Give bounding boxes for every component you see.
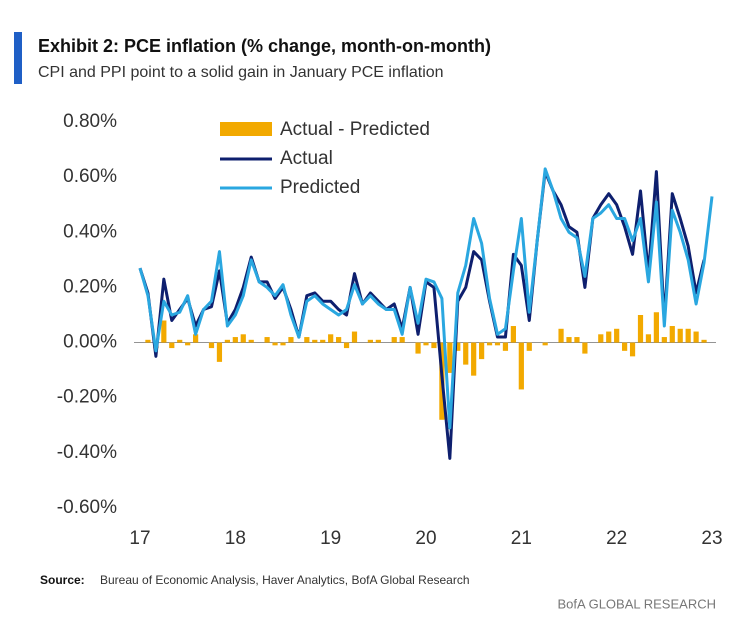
bar bbox=[232, 337, 238, 343]
y-tick-label: 0.00% bbox=[63, 332, 117, 353]
bar bbox=[169, 342, 175, 349]
bar bbox=[606, 331, 612, 343]
bar bbox=[216, 342, 223, 362]
x-tick-label: 17 bbox=[129, 528, 150, 549]
bar bbox=[463, 342, 469, 365]
bar bbox=[264, 337, 270, 343]
bar bbox=[510, 326, 516, 343]
bar bbox=[280, 342, 286, 346]
bar bbox=[391, 337, 397, 343]
bar bbox=[447, 342, 453, 373]
source-label: Source: bbox=[40, 573, 85, 587]
bar bbox=[375, 339, 381, 343]
bar bbox=[224, 339, 230, 343]
bar bbox=[653, 312, 659, 343]
bar bbox=[486, 342, 493, 346]
bar bbox=[240, 334, 246, 343]
bar bbox=[614, 328, 620, 343]
bar bbox=[574, 337, 580, 343]
chart-title: Exhibit 2: PCE inflation (% change, mont… bbox=[38, 36, 491, 56]
brand-footer: BofA GLOBAL RESEARCH bbox=[558, 596, 716, 611]
source-text: Bureau of Economic Analysis, Haver Analy… bbox=[100, 573, 470, 587]
y-tick-label: 0.60% bbox=[63, 166, 117, 187]
bar bbox=[669, 326, 675, 343]
chart-subtitle: CPI and PPI point to a solid gain in Jan… bbox=[38, 64, 444, 81]
bar bbox=[637, 315, 644, 343]
y-tick-label: -0.60% bbox=[57, 497, 117, 518]
bar bbox=[431, 342, 437, 349]
y-tick-label: 0.80% bbox=[63, 111, 117, 132]
y-tick-label: 0.40% bbox=[63, 221, 117, 242]
bar bbox=[208, 342, 215, 349]
bar bbox=[351, 331, 358, 343]
y-tick-label: -0.40% bbox=[57, 442, 117, 463]
bar bbox=[479, 342, 485, 360]
x-tick-label: 20 bbox=[415, 528, 436, 549]
bar bbox=[367, 339, 373, 343]
bar bbox=[145, 339, 151, 343]
bar bbox=[455, 342, 461, 351]
bar bbox=[423, 342, 429, 346]
bar bbox=[320, 339, 326, 343]
x-tick-label: 19 bbox=[320, 528, 341, 549]
line bbox=[138, 167, 714, 430]
bar bbox=[248, 339, 254, 343]
bar bbox=[629, 342, 636, 357]
x-tick-label: 23 bbox=[701, 528, 722, 549]
y-tick-label: -0.20% bbox=[57, 387, 117, 408]
x-tick-label: 18 bbox=[225, 528, 246, 549]
x-tick-label: 21 bbox=[511, 528, 532, 549]
bar bbox=[494, 342, 501, 346]
bar bbox=[415, 342, 421, 354]
bar bbox=[288, 337, 294, 343]
accent-bar bbox=[14, 32, 22, 84]
bar bbox=[701, 339, 707, 343]
y-tick-label: 0.20% bbox=[63, 276, 117, 297]
line bbox=[138, 170, 706, 460]
bar bbox=[399, 337, 405, 343]
bar bbox=[177, 339, 183, 343]
bar bbox=[518, 342, 524, 390]
bar bbox=[661, 337, 667, 343]
legend-swatch bbox=[220, 122, 272, 136]
bar bbox=[582, 342, 588, 354]
bar bbox=[685, 328, 691, 343]
bar bbox=[328, 334, 334, 343]
legend-label: Actual - Predicted bbox=[280, 119, 430, 140]
bar bbox=[598, 334, 604, 343]
bar bbox=[693, 331, 699, 343]
bar bbox=[185, 342, 191, 346]
bar bbox=[645, 334, 652, 343]
bar bbox=[558, 328, 564, 343]
bar bbox=[566, 337, 572, 343]
bar bbox=[677, 328, 683, 343]
bar bbox=[304, 337, 310, 343]
legend-label: Predicted bbox=[280, 177, 360, 198]
bar bbox=[526, 342, 532, 351]
bar bbox=[622, 342, 628, 351]
bar bbox=[502, 342, 509, 351]
bar bbox=[542, 342, 548, 346]
bar bbox=[312, 339, 318, 343]
bar bbox=[193, 334, 199, 343]
x-tick-label: 22 bbox=[606, 528, 627, 549]
bar bbox=[343, 342, 350, 349]
bar bbox=[336, 337, 342, 343]
legend-label: Actual bbox=[280, 148, 333, 169]
bar bbox=[272, 342, 278, 346]
bar bbox=[161, 320, 167, 343]
bar bbox=[471, 342, 477, 376]
